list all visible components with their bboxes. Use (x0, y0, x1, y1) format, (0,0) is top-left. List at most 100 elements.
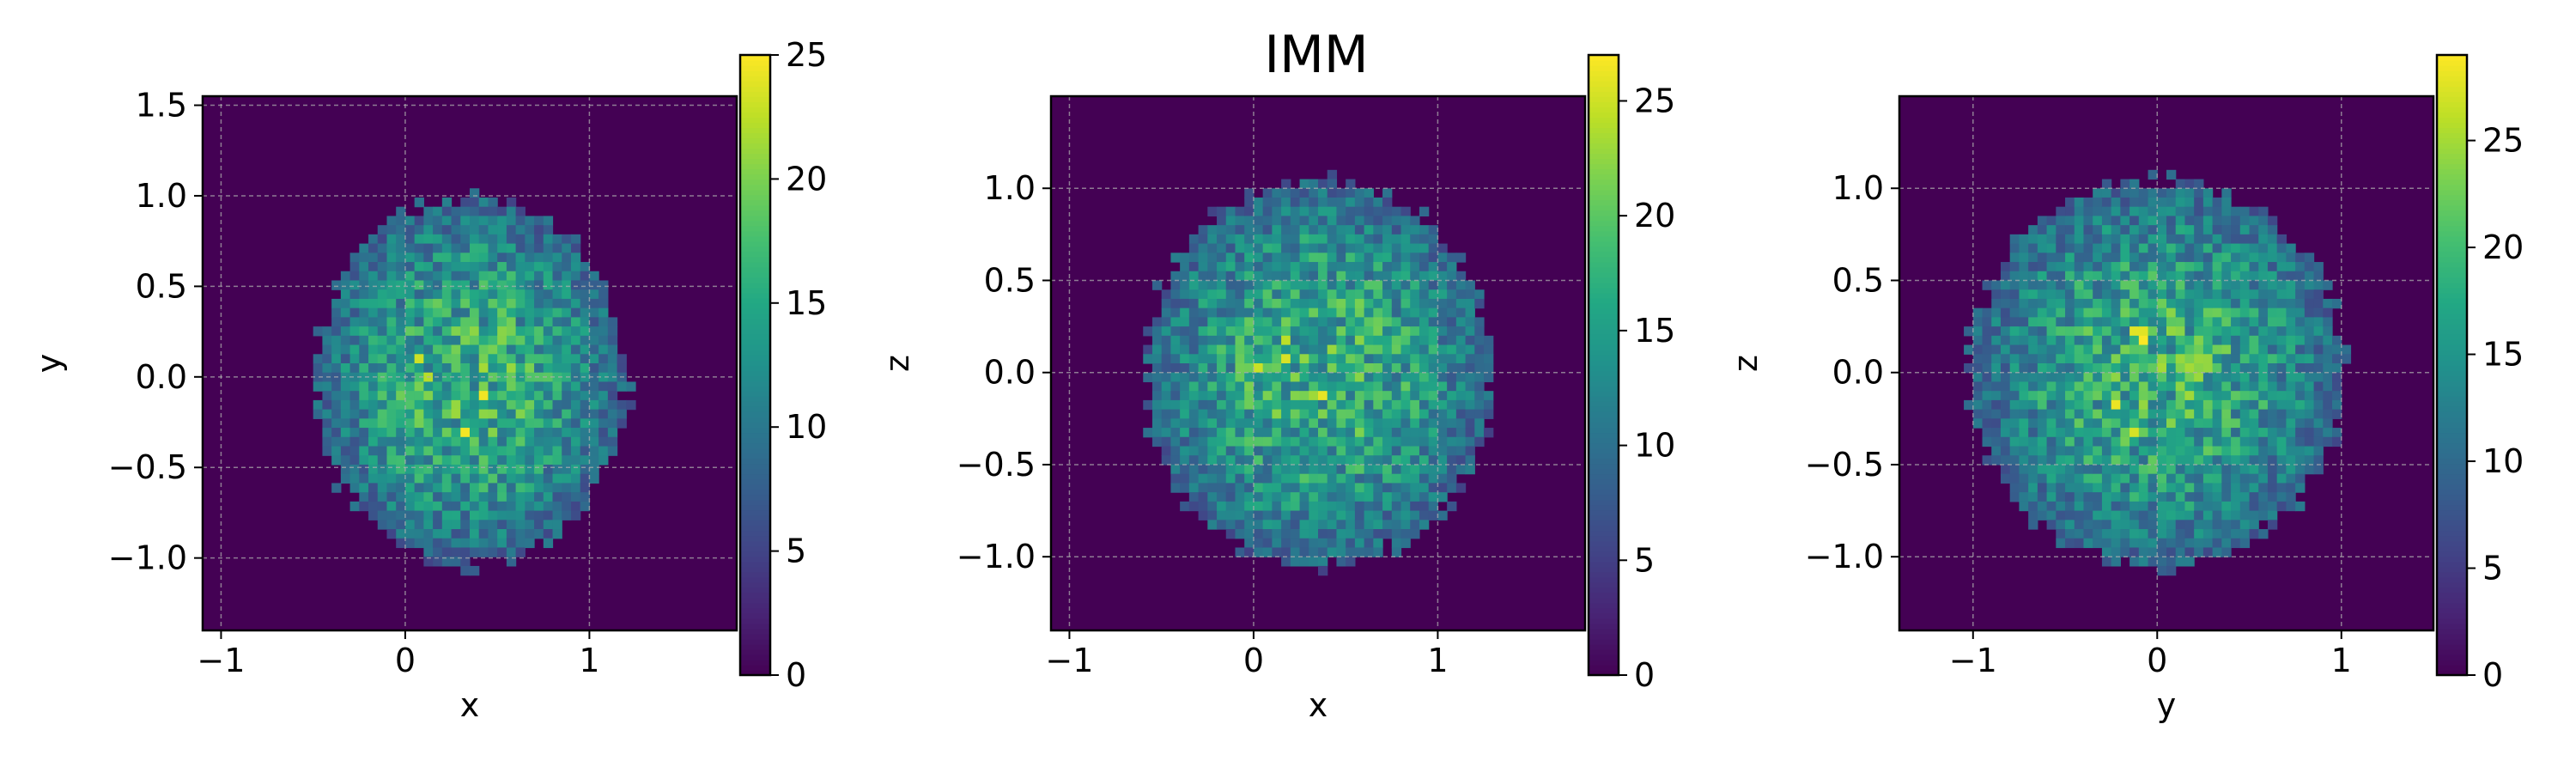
heatmap-cell (433, 363, 443, 374)
heatmap-cell (2074, 436, 2085, 447)
heatmap-cell (377, 289, 388, 300)
heatmap-cell (1235, 317, 1245, 327)
heatmap-cell (2111, 317, 2121, 327)
heatmap-cell (322, 446, 332, 456)
heatmap-cell (1272, 262, 1282, 272)
heatmap-cell (1225, 446, 1236, 456)
heatmap-cell (451, 298, 461, 309)
heatmap-cell (543, 510, 554, 520)
heatmap-cell (2056, 436, 2066, 447)
heatmap-cell (2120, 243, 2130, 253)
heatmap-cell (396, 216, 406, 226)
heatmap-cell (2212, 298, 2222, 309)
heatmap-cell (2129, 271, 2140, 282)
heatmap-cell (2212, 234, 2222, 245)
heatmap-cell (1382, 243, 1393, 253)
heatmap-cell (1262, 436, 1273, 447)
heatmap-cell (488, 547, 498, 557)
heatmap-cell (1419, 317, 1430, 327)
heatmap-cell (2184, 188, 2195, 198)
heatmap-cell (1207, 436, 1218, 447)
heatmap-cell (2056, 501, 2066, 512)
heatmap-cell (349, 253, 360, 263)
heatmap-cell (2323, 344, 2333, 355)
colorbar-segment (1589, 313, 1619, 320)
heatmap-cell (414, 510, 424, 520)
heatmap-cell (377, 271, 388, 282)
heatmap-cell (2267, 354, 2278, 364)
colorbar-segment (2437, 349, 2467, 356)
heatmap-cell (1346, 446, 1356, 456)
heatmap-cell (2157, 520, 2167, 530)
heatmap-cell (2202, 446, 2214, 456)
heatmap-cell (2231, 354, 2241, 364)
colorbar-segment (740, 143, 770, 149)
heatmap-cell (580, 501, 591, 512)
heatmap-cell (515, 464, 526, 475)
y-tick-label: 0.0 (136, 358, 187, 396)
heatmap-cell (552, 307, 562, 318)
heatmap-cell (396, 538, 406, 549)
heatmap-cell (2019, 354, 2029, 364)
heatmap-cell (1346, 326, 1356, 337)
heatmap-cell (2148, 538, 2158, 549)
heatmap-cell (488, 391, 498, 401)
heatmap-cell (423, 510, 434, 520)
heatmap-cell (1198, 391, 1208, 401)
heatmap-cell (570, 307, 581, 318)
heatmap-cell (2148, 326, 2158, 337)
colorbar-segment (740, 386, 770, 392)
heatmap-cell (1198, 510, 1208, 520)
heatmap-cell (441, 455, 453, 466)
x-tick-label: 1 (1427, 642, 1448, 679)
heatmap-cell (1262, 188, 1273, 198)
colorbar-segment (740, 370, 770, 376)
heatmap-cell (2009, 253, 2020, 263)
heatmap-cell (2267, 225, 2278, 235)
heatmap-cell (404, 436, 416, 447)
colorbar-segment (740, 225, 770, 232)
heatmap-cell (1225, 354, 1236, 364)
heatmap-cell (1419, 289, 1430, 300)
heatmap-cell (1244, 253, 1255, 263)
heatmap-cell (1188, 455, 1200, 466)
heatmap-cell (1382, 298, 1393, 309)
heatmap-cell (2037, 483, 2048, 493)
heatmap-cell (1143, 399, 1153, 411)
heatmap-cell (1272, 289, 1282, 300)
colorbar-segment (2437, 251, 2467, 258)
heatmap-cell (1484, 354, 1494, 364)
heatmap-cell (460, 473, 471, 484)
heatmap-cell (1170, 253, 1181, 263)
heatmap-cell (2120, 529, 2130, 539)
heatmap-cell (2000, 381, 2011, 392)
heatmap-cell (1180, 262, 1190, 272)
heatmap-cell (2083, 391, 2093, 401)
heatmap-cell (1198, 317, 1208, 327)
heatmap-cell (2101, 418, 2112, 429)
heatmap-cell (1253, 409, 1264, 419)
heatmap-cell (2157, 188, 2167, 198)
heatmap-cell (2258, 483, 2269, 493)
heatmap-cell (359, 372, 369, 383)
heatmap-cell (2093, 464, 2103, 475)
heatmap-cell (386, 354, 397, 364)
heatmap-cell (598, 354, 609, 364)
heatmap-cell (1281, 307, 1291, 318)
heatmap-cell (441, 492, 453, 502)
heatmap-cell (2129, 557, 2140, 567)
heatmap-cell (1373, 492, 1383, 502)
heatmap-cell (1299, 372, 1309, 383)
colorbar-segment (2437, 597, 2467, 604)
colorbar-segment (740, 417, 770, 423)
heatmap-cell (525, 307, 535, 318)
heatmap-cell (423, 391, 434, 401)
heatmap-cell (1207, 363, 1218, 374)
x-axis-label: y (2157, 686, 2177, 724)
heatmap-cell (2221, 510, 2232, 520)
heatmap-cell (543, 538, 554, 549)
heatmap-cell (2083, 473, 2093, 484)
heatmap-cell (2129, 381, 2140, 392)
heatmap-cell (2101, 557, 2112, 567)
heatmap-cell (562, 354, 572, 364)
